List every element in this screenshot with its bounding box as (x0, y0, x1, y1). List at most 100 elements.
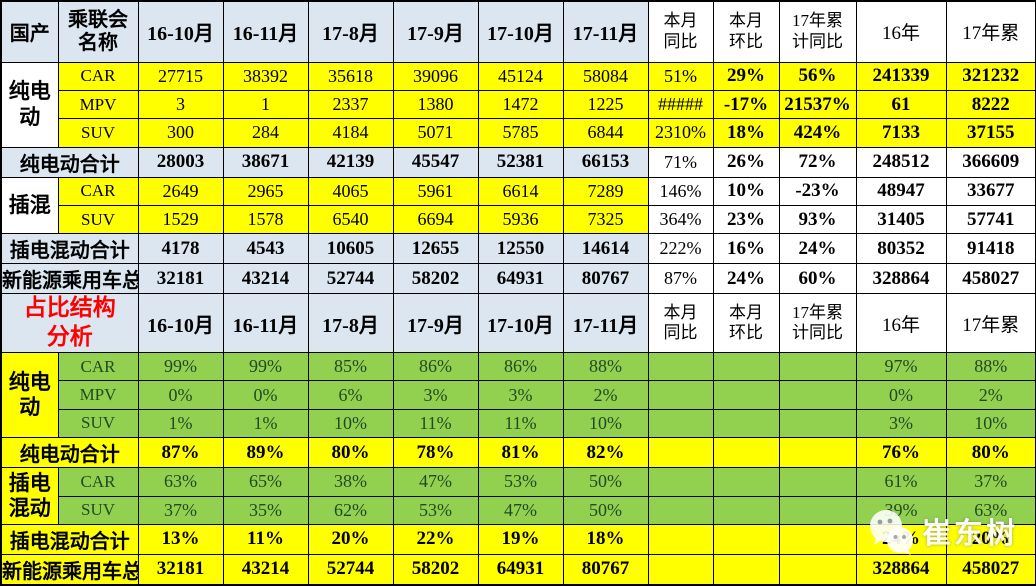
col-header-year17: 17年累 (945, 0, 1036, 63)
data-cell: 328864 (855, 263, 947, 295)
data-cell: 38671 (222, 146, 309, 178)
data-cell: 2649 (137, 176, 224, 207)
data-cell: 71% (647, 146, 714, 178)
row-label-mpv: MPV (57, 89, 139, 120)
data-cell: 22% (392, 523, 479, 555)
table-row-s1-grand-total: 新能源乘用车总计 32181 43214 52744 58202 64931 8… (0, 263, 1036, 295)
data-cell: 3% (855, 408, 947, 439)
data-cell: 80% (307, 437, 394, 469)
data-cell: 37% (137, 495, 224, 525)
row-label-car: CAR (57, 467, 139, 497)
data-cell: 80352 (855, 233, 947, 265)
table-row-s1-mpv: MPV 3 1 2337 1380 1472 1225 ##### -17% 2… (1, 89, 1036, 120)
data-cell: 47% (477, 495, 564, 525)
table-row-s2-suv: SUV 1% 1% 10% 11% 11% 10% 3% 10% (1, 408, 1036, 439)
data-cell: 4543 (222, 233, 309, 265)
data-cell: 43214 (222, 553, 309, 586)
data-cell: 45124 (477, 61, 564, 91)
table-row-s2-car: 纯电动 CAR 99% 99% 85% 86% 86% 88% 97% 88% (0, 351, 1036, 439)
table-row-s2-ev-total: 纯电动合计 87% 89% 80% 78% 81% 82% 76% 80% (0, 437, 1036, 469)
data-cell (778, 351, 857, 382)
data-cell (712, 380, 780, 410)
data-cell: 66153 (562, 146, 649, 178)
table-row-s1-phev-car: 插混 CAR 2649 2965 4065 5961 6614 7289 146… (0, 176, 1036, 235)
data-cell: 10605 (307, 233, 394, 265)
data-cell: 53% (477, 467, 564, 497)
data-cell: 62% (307, 495, 394, 525)
data-cell (647, 523, 714, 555)
table-row-s1-phev-suv: SUV 1529 1578 6540 6694 5936 7325 364% 2… (1, 205, 1036, 235)
row-label-phev-total: 插电混动合计 (0, 233, 139, 265)
data-cell: 63% (137, 467, 224, 497)
data-cell: 56% (778, 61, 857, 91)
data-cell: 4178 (137, 233, 224, 265)
row-label-mpv: MPV (57, 380, 139, 410)
data-cell: 26% (712, 146, 780, 178)
data-cell: -17% (712, 89, 780, 120)
data-cell: 2965 (222, 176, 309, 207)
data-cell (778, 523, 857, 555)
data-cell: 80767 (562, 263, 649, 295)
data-cell: 222% (647, 233, 714, 265)
data-cell: 20% (945, 523, 1036, 555)
row-label-grand-total: 新能源乘用车总计 (0, 263, 139, 295)
col-header-month: 17-11月 (562, 293, 649, 353)
data-cell: 35% (222, 495, 309, 525)
data-cell: 28003 (137, 146, 224, 178)
data-cell: 10% (945, 408, 1036, 439)
data-cell: -23% (778, 176, 857, 207)
data-cell: 91418 (945, 233, 1036, 265)
row-group-phev: 插混 (0, 176, 59, 235)
data-cell (712, 553, 780, 586)
row-group-pure-ev: 纯电动 (0, 61, 59, 148)
data-cell: 58084 (562, 61, 649, 91)
data-cell: 86% (477, 351, 564, 382)
data-cell: 241339 (855, 61, 947, 91)
data-cell: 18% (562, 523, 649, 555)
data-cell: 0% (222, 380, 309, 410)
data-cell: 37155 (945, 118, 1036, 148)
data-cell: 13% (137, 523, 224, 555)
data-cell: 65% (222, 467, 309, 497)
col-header-domestic: 国产 (0, 0, 59, 63)
data-cell: 61 (855, 89, 947, 120)
data-cell: 300 (137, 118, 224, 148)
data-cell: 12655 (392, 233, 479, 265)
data-cell: 51% (647, 61, 714, 91)
row-label-suv: SUV (57, 495, 139, 525)
data-cell: 2337 (307, 89, 394, 120)
table-row-s1-car: 纯电动 CAR 27715 38392 35618 39096 45124 58… (0, 61, 1036, 148)
data-cell: 64931 (477, 553, 564, 586)
data-cell: 58202 (392, 263, 479, 295)
col-header-month: 17-9月 (392, 0, 479, 63)
data-cell: 18% (712, 118, 780, 148)
data-cell: 6844 (562, 118, 649, 148)
table-row-s2-mpv: MPV 0% 0% 6% 3% 3% 2% 0% 2% (1, 380, 1036, 410)
col-header-year16: 16年 (855, 0, 947, 63)
data-cell: 1% (137, 408, 224, 439)
row-label-suv: SUV (57, 408, 139, 439)
data-cell: 76% (855, 437, 947, 469)
data-cell: 16% (712, 233, 780, 265)
data-cell (647, 553, 714, 586)
col-header-month: 16-10月 (137, 293, 224, 353)
data-cell: 424% (778, 118, 857, 148)
data-cell: 0% (137, 380, 224, 410)
data-cell (712, 467, 780, 497)
col-header-cpca-name: 乘联会名称 (57, 0, 139, 63)
col-header-month: 17-8月 (307, 0, 394, 63)
col-header-month: 17-9月 (392, 293, 479, 353)
data-cell: 38% (307, 467, 394, 497)
data-cell: 14614 (562, 233, 649, 265)
data-cell: 3% (477, 380, 564, 410)
data-cell: 23% (712, 205, 780, 235)
col-header-yoy: 本月同比 (647, 0, 714, 63)
col-header-year16: 16年 (855, 293, 947, 353)
data-cell: 80767 (562, 553, 649, 586)
data-cell: 10% (307, 408, 394, 439)
data-cell: 72% (778, 146, 857, 178)
table-row-s2-phev-car: 插电混动 CAR 63% 65% 38% 47% 53% 50% 61% 37% (0, 467, 1036, 525)
data-cell: 1529 (137, 205, 224, 235)
data-cell: 20% (307, 523, 394, 555)
data-cell: 5071 (392, 118, 479, 148)
